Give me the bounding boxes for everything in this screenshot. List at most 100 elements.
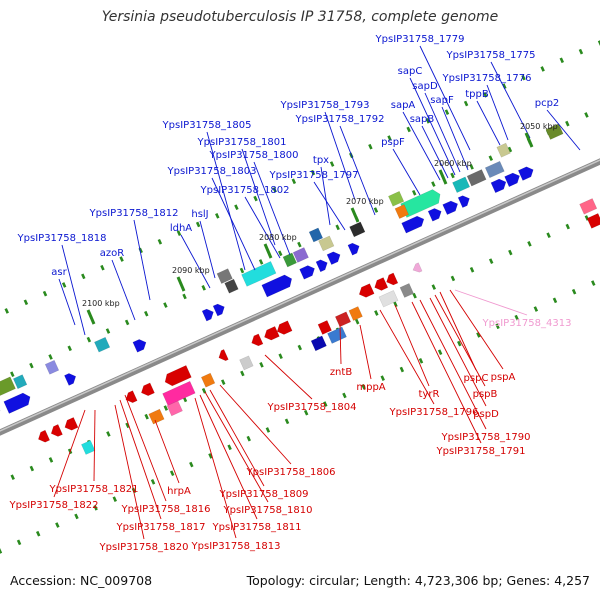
forward-gene-label[interactable]: tppB xyxy=(465,89,489,100)
forward-gene-label[interactable]: hslJ xyxy=(191,209,208,220)
forward-gene-label[interactable]: sapD xyxy=(412,81,438,92)
gene-feature[interactable] xyxy=(241,261,277,287)
gene-feature[interactable] xyxy=(201,307,216,322)
gene-feature[interactable] xyxy=(326,250,342,266)
forward-gene-label[interactable]: sapF xyxy=(430,95,454,106)
reverse-gene-label[interactable]: pspD xyxy=(473,409,499,420)
forward-gene-label[interactable]: YpsIP31758_1800 xyxy=(209,150,299,161)
reverse-gene-label[interactable]: tyrR xyxy=(419,389,440,400)
forward-gene-label[interactable]: sapB xyxy=(410,114,435,125)
gene-feature[interactable] xyxy=(166,400,183,417)
forward-gene-label[interactable]: YpsIP31758_1797 xyxy=(269,170,359,181)
gene-feature[interactable] xyxy=(310,335,327,352)
gene-feature[interactable] xyxy=(63,417,79,432)
gene-feature[interactable] xyxy=(427,206,443,222)
gene-feature[interactable] xyxy=(81,440,96,455)
gene-feature[interactable] xyxy=(452,176,471,194)
gene-feature[interactable] xyxy=(457,194,472,209)
reverse-gene-label[interactable]: mppA xyxy=(356,382,385,393)
gene-feature[interactable] xyxy=(44,359,60,375)
gene-feature[interactable] xyxy=(378,290,399,308)
gene-feature[interactable] xyxy=(327,326,347,344)
gene-feature[interactable] xyxy=(411,262,423,274)
reverse-gene-label[interactable]: pspB xyxy=(473,389,498,400)
forward-gene-label[interactable]: tpx xyxy=(313,155,329,166)
gene-feature[interactable] xyxy=(466,169,487,187)
gene-feature[interactable] xyxy=(217,349,229,362)
gene-feature[interactable] xyxy=(504,171,522,188)
reverse-gene-label[interactable]: YpsIP31758_1810 xyxy=(223,505,313,516)
gene-feature[interactable] xyxy=(36,429,51,444)
gene-feature[interactable] xyxy=(388,190,405,207)
forward-gene-label[interactable]: YpsIP31758_1779 xyxy=(375,34,465,45)
gene-feature[interactable] xyxy=(490,177,508,194)
gene-feature[interactable] xyxy=(496,142,511,158)
reverse-gene-label[interactable]: YpsIP31758_1822 xyxy=(9,500,99,511)
gene-feature[interactable] xyxy=(579,198,598,215)
gene-feature[interactable] xyxy=(216,268,233,284)
reverse-gene-label[interactable]: zntB xyxy=(330,367,353,378)
reverse-gene-label[interactable]: YpsIP31758_1817 xyxy=(116,522,206,533)
forward-gene-label[interactable]: ldhA xyxy=(170,223,192,234)
gene-feature[interactable] xyxy=(308,227,324,243)
reverse-gene-label[interactable]: YpsIP31758_1804 xyxy=(267,402,357,413)
reverse-gene-label[interactable]: YpsIP31758_1813 xyxy=(191,541,281,552)
reverse-gene-label[interactable]: YpsIP31758_1816 xyxy=(121,504,211,515)
forward-gene-label[interactable]: YpsIP31758_1776 xyxy=(442,73,532,84)
gene-feature[interactable] xyxy=(317,320,332,335)
gene-feature[interactable] xyxy=(0,405,2,425)
gene-feature[interactable] xyxy=(318,235,335,252)
gene-feature[interactable] xyxy=(132,337,148,353)
gene-feature[interactable] xyxy=(545,123,564,140)
gene-feature[interactable] xyxy=(372,277,389,293)
gene-feature[interactable] xyxy=(3,391,33,414)
forward-gene-label[interactable]: YpsIP31758_1818 xyxy=(17,233,107,244)
gene-feature[interactable] xyxy=(249,333,264,348)
forward-gene-label[interactable]: pcp2 xyxy=(535,98,560,109)
gene-feature[interactable] xyxy=(212,302,227,317)
reverse-gene-label[interactable]: hrpA xyxy=(167,486,191,497)
forward-gene-label[interactable]: sapA xyxy=(391,100,416,111)
gene-feature[interactable] xyxy=(517,165,535,181)
forward-gene-label[interactable]: YpsIP31758_1802 xyxy=(200,185,290,196)
reverse-gene-label[interactable]: YpsIP31758_1806 xyxy=(246,467,336,478)
gene-feature[interactable] xyxy=(162,365,192,388)
reverse-gene-label[interactable]: YpsIP31758_1809 xyxy=(219,489,309,500)
gene-feature[interactable] xyxy=(394,204,409,219)
forward-gene-label[interactable]: YpsIP31758_1805 xyxy=(162,120,252,131)
gene-feature[interactable] xyxy=(484,160,505,179)
highlight-gene-label[interactable]: YpsIP31758_4313 xyxy=(482,318,572,329)
gene-feature[interactable] xyxy=(275,320,293,337)
gene-feature[interactable] xyxy=(292,247,309,263)
reverse-gene-label[interactable]: pspC xyxy=(464,373,489,384)
forward-gene-label[interactable]: YpsIP31758_1803 xyxy=(167,166,257,177)
forward-gene-label[interactable]: YpsIP31758_1801 xyxy=(197,137,287,148)
gene-feature[interactable] xyxy=(442,199,460,216)
gene-feature[interactable] xyxy=(200,372,216,388)
gene-feature[interactable] xyxy=(334,311,352,328)
gene-feature[interactable] xyxy=(401,214,427,234)
gene-feature[interactable] xyxy=(49,424,63,438)
reverse-gene-label[interactable]: YpsIP31758_1790 xyxy=(441,432,531,443)
gene-feature[interactable] xyxy=(357,283,375,300)
reverse-gene-label[interactable]: pspA xyxy=(491,372,516,383)
gene-feature[interactable] xyxy=(299,263,317,280)
gene-feature[interactable] xyxy=(349,221,366,238)
gene-feature[interactable] xyxy=(239,355,254,371)
gene-feature[interactable] xyxy=(348,306,363,321)
forward-gene-label[interactable]: YpsIP31758_1792 xyxy=(295,114,385,125)
gene-feature[interactable] xyxy=(139,382,155,398)
gene-feature[interactable] xyxy=(315,258,330,273)
gene-feature[interactable] xyxy=(384,272,399,287)
reverse-gene-label[interactable]: YpsIP31758_1791 xyxy=(436,446,526,457)
gene-feature[interactable] xyxy=(347,241,362,256)
gene-feature[interactable] xyxy=(586,213,600,229)
gene-feature[interactable] xyxy=(64,371,78,386)
gene-feature[interactable] xyxy=(94,336,111,353)
forward-gene-label[interactable]: sapC xyxy=(398,66,423,77)
gene-feature[interactable] xyxy=(282,252,297,268)
forward-gene-label[interactable]: azoR xyxy=(100,248,124,259)
forward-gene-label[interactable]: YpsIP31758_1812 xyxy=(89,208,179,219)
forward-gene-label[interactable]: pspF xyxy=(381,137,405,148)
reverse-gene-label[interactable]: YpsIP31758_1811 xyxy=(212,522,302,533)
